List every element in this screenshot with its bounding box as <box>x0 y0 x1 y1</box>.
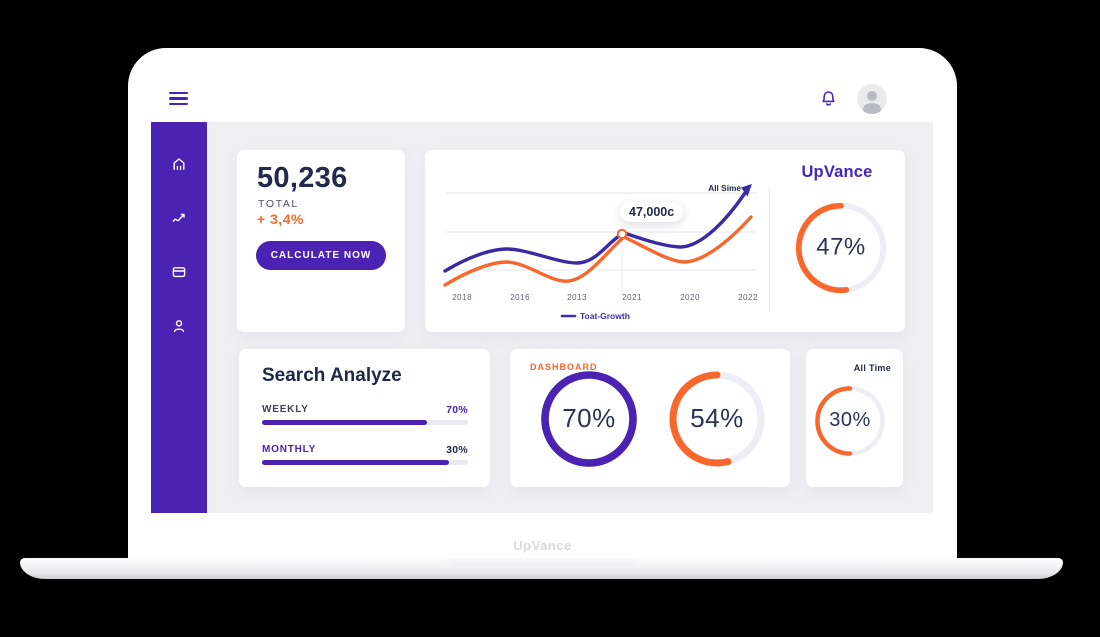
gridlines <box>446 192 757 294</box>
dashboard-content: 50,236 TOTAL + 3,4% CALCULATE NOW <box>151 122 933 513</box>
sidebar-item-analytics[interactable] <box>171 210 187 226</box>
credit-card-icon <box>172 267 186 278</box>
laptop-base-notch <box>447 558 637 566</box>
sidebar <box>151 122 207 513</box>
all-time-label: All Time <box>853 363 891 373</box>
monthly-progress-bar <box>262 460 468 465</box>
sidebar-item-wallet[interactable] <box>171 264 187 280</box>
all-sime-annotation: All Sime <box>708 183 741 193</box>
avatar-head-icon <box>867 91 877 101</box>
total-label: TOTAL <box>258 198 299 210</box>
x-tick: 2020 <box>680 293 700 302</box>
x-tick: 2021 <box>622 293 642 302</box>
trend-line-icon <box>172 213 185 222</box>
donut-30: 30% <box>813 384 887 458</box>
home-icon <box>173 158 185 170</box>
highlight-marker <box>616 228 628 240</box>
donut-30-value: 30% <box>829 409 871 432</box>
chart-tooltip: 47,000c <box>620 202 684 222</box>
weekly-progress-bar <box>262 420 468 425</box>
notification-bell-icon[interactable] <box>820 90 837 114</box>
x-tick: 2016 <box>510 293 530 302</box>
monthly-value: 30% <box>446 444 468 456</box>
total-change: + 3,4% <box>257 211 304 227</box>
sidebar-item-profile[interactable] <box>171 318 187 334</box>
calculate-now-button[interactable]: CALCULATE NOW <box>256 241 386 270</box>
laptop-screen: 50,236 TOTAL + 3,4% CALCULATE NOW <box>128 48 957 558</box>
x-tick: 2018 <box>452 293 472 302</box>
growth-chart-card: All Sime 2018 2016 2013 2021 2020 2022 T… <box>425 150 905 332</box>
donut-47: 47% <box>793 200 889 296</box>
arrow-head-icon <box>741 184 752 197</box>
monthly-progress-fill <box>262 460 450 465</box>
weekly-value: 70% <box>446 404 468 416</box>
hamburger-menu-icon[interactable] <box>169 92 188 108</box>
divider <box>769 188 770 312</box>
dashboard-label: DASHBOARD <box>530 362 598 372</box>
weekly-progress-fill <box>262 420 427 425</box>
total-stats-card: 50,236 TOTAL + 3,4% CALCULATE NOW <box>237 150 405 332</box>
donut-54-value: 54% <box>690 402 744 433</box>
series-growth-line <box>443 191 747 273</box>
weekly-label: WEEKLY <box>262 404 309 415</box>
monthly-label: MONTHLY <box>262 444 317 455</box>
search-analyze-title: Search Analyze <box>262 365 402 386</box>
x-tick: 2022 <box>738 293 758 302</box>
upvance-title: UpVance <box>801 163 873 181</box>
screen-brand-watermark: UpVance <box>513 538 572 553</box>
legend-label: Toat-Growth <box>580 311 630 321</box>
user-avatar[interactable] <box>857 84 887 114</box>
x-tick: 2013 <box>567 293 587 302</box>
laptop-base <box>20 558 1063 579</box>
sidebar-item-home[interactable] <box>171 156 187 172</box>
total-value: 50,236 <box>257 162 348 194</box>
donut-70-value: 70% <box>562 402 616 433</box>
search-analyze-card: Search Analyze WEEKLY 70% MONTHLY 30% <box>239 349 490 487</box>
user-icon <box>173 320 185 333</box>
dashboard-card: DASHBOARD 70% 54% <box>510 349 790 487</box>
avatar-body-icon <box>863 103 881 114</box>
x-axis-labels: 2018 2016 2013 2021 2020 2022 <box>452 293 758 302</box>
series-secondary-line <box>443 215 753 287</box>
chart-legend: Toat-Growth <box>560 311 630 321</box>
line-chart: All Sime 2018 2016 2013 2021 2020 2022 T… <box>443 183 758 321</box>
donut-70: 70% <box>539 369 639 469</box>
donut-54: 54% <box>667 369 767 469</box>
donut-47-value: 47% <box>816 233 866 261</box>
all-time-card: All Time 30% <box>806 349 903 487</box>
